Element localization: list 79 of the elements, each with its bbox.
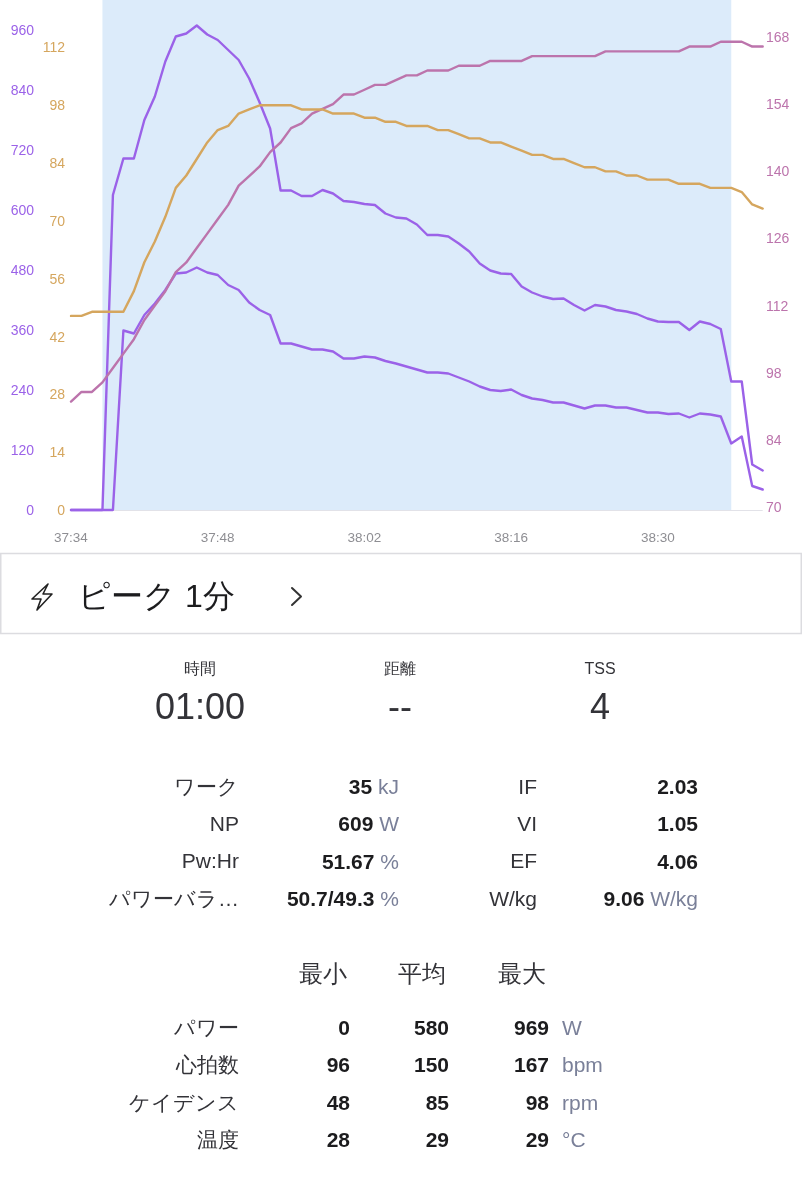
y3-tick-label: 84 (49, 155, 66, 172)
text: 9.06 W/kg (603, 886, 698, 910)
text: 2.03 (657, 774, 698, 798)
y-tick-label: 240 (10, 382, 35, 398)
x-tick-label: 38:16 (494, 529, 529, 545)
y-tick-label: 840 (10, 82, 35, 98)
text: ワーク (174, 774, 239, 798)
text: 29 (525, 1128, 549, 1152)
y2-tick-label: 140 (766, 163, 790, 180)
y3-tick-label: 14 (49, 444, 66, 461)
text: 150 (413, 1053, 449, 1077)
text: 温度 (197, 1128, 239, 1152)
text: 4 (589, 685, 611, 727)
y2-tick-label: 70 (766, 499, 782, 516)
x-tick-label: 38:30 (641, 529, 675, 545)
text: 距離 (384, 659, 416, 677)
text: IF (518, 774, 537, 798)
y3-tick-label: 112 (42, 39, 66, 56)
text: NP (209, 811, 239, 835)
text: 98 (525, 1090, 550, 1114)
text: 28 (326, 1128, 351, 1152)
text: パワーバラ… (108, 886, 239, 910)
text: 96 (326, 1053, 350, 1077)
text: 51.67 % (321, 849, 399, 873)
line-series (69, 104, 764, 318)
y-tick-label: 120 (10, 442, 35, 458)
text: bpm (562, 1053, 603, 1077)
text: 4.06 (657, 849, 698, 873)
y2-tick-label: 126 (766, 230, 790, 247)
x-tick-label: 38:02 (347, 529, 382, 545)
y3-tick-label: 0 (57, 502, 66, 518)
y-tick-label: 600 (10, 202, 35, 218)
text: 1.05 (657, 811, 699, 835)
y2-tick-label: 84 (766, 431, 782, 448)
text: W/kg (489, 886, 537, 910)
text: -- (388, 685, 412, 727)
text: 平均 (398, 960, 447, 987)
y2-tick-label: 98 (766, 364, 782, 381)
text: 時間 (184, 659, 216, 677)
x-tick-label: 37:34 (54, 529, 89, 545)
y-tick-label: 720 (10, 142, 35, 158)
text: 29 (425, 1128, 449, 1152)
text: パワー (173, 1015, 239, 1039)
text: 580 (413, 1015, 449, 1039)
text: W (562, 1015, 582, 1039)
y-tick-label: 0 (26, 502, 35, 518)
text: ケイデンス (129, 1090, 239, 1114)
text: 50.7/49.3 % (286, 886, 399, 910)
y3-tick-label: 70 (49, 212, 66, 229)
text: ピーク 1分 (78, 578, 235, 614)
y-tick-label: 360 (10, 322, 35, 338)
text: 最大 (497, 960, 546, 987)
y3-tick-label: 56 (49, 270, 66, 287)
text: EF (510, 849, 537, 873)
text: 0 (338, 1015, 350, 1039)
text: rpm (562, 1090, 599, 1114)
y-tick-label: 480 (10, 262, 35, 278)
y-tick-label: 960 (10, 22, 35, 38)
y3-tick-label: 42 (49, 328, 66, 345)
text: 最小 (299, 960, 347, 987)
text: 969 (513, 1015, 549, 1039)
text: 35 kJ (348, 774, 399, 798)
text: 48 (326, 1090, 351, 1114)
text: Pw:Hr (181, 849, 239, 873)
y3-tick-label: 28 (49, 386, 66, 403)
text: 85 (425, 1090, 450, 1114)
x-tick-label: 37:48 (200, 529, 235, 545)
text: 167 (513, 1053, 549, 1077)
y2-tick-label: 154 (766, 96, 790, 113)
text: 心拍数 (175, 1053, 239, 1077)
text: 01:00 (154, 685, 246, 727)
text: TSS (584, 659, 616, 677)
text: °C (562, 1128, 586, 1152)
line-series (69, 40, 764, 403)
y2-tick-label: 168 (766, 28, 790, 45)
y2-tick-label: 112 (766, 297, 789, 314)
y3-tick-label: 98 (49, 97, 66, 114)
text: 609 W (338, 811, 400, 835)
text: VI (517, 811, 537, 835)
